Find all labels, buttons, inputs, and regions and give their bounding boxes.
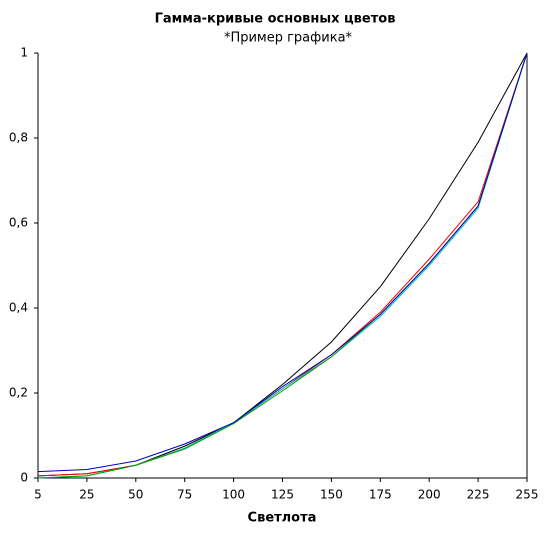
y-tick-label: 0,8 (9, 131, 28, 145)
y-tick-label: 1 (20, 46, 28, 60)
series-line (37, 52, 528, 479)
x-tick-label: 125 (271, 488, 294, 502)
y-tick-label: 0,6 (9, 216, 28, 230)
x-tick-label: 175 (369, 488, 392, 502)
chart-subtitle: *Пример графика* (224, 31, 353, 46)
series-line (37, 52, 528, 473)
x-tick-label: 75 (177, 488, 192, 502)
series-line (37, 52, 528, 479)
series-line (37, 52, 528, 477)
x-tick-label: 50 (128, 488, 143, 502)
y-tick-label: 0 (20, 471, 28, 485)
series-line (37, 52, 528, 477)
x-tick-label: 5 (34, 488, 42, 502)
x-tick-label: 200 (418, 488, 441, 502)
x-tick-label: 100 (222, 488, 245, 502)
y-tick-label: 0,4 (9, 301, 28, 315)
x-tick-label: 25 (79, 488, 94, 502)
x-tick-label: 255 (516, 488, 539, 502)
x-tick-label: 150 (320, 488, 343, 502)
x-axis-label: Светлота (248, 511, 317, 526)
x-tick-label: 225 (467, 488, 490, 502)
chart-title: Гамма-кривые основных цветов (155, 12, 396, 27)
y-tick-label: 0,2 (9, 386, 28, 400)
